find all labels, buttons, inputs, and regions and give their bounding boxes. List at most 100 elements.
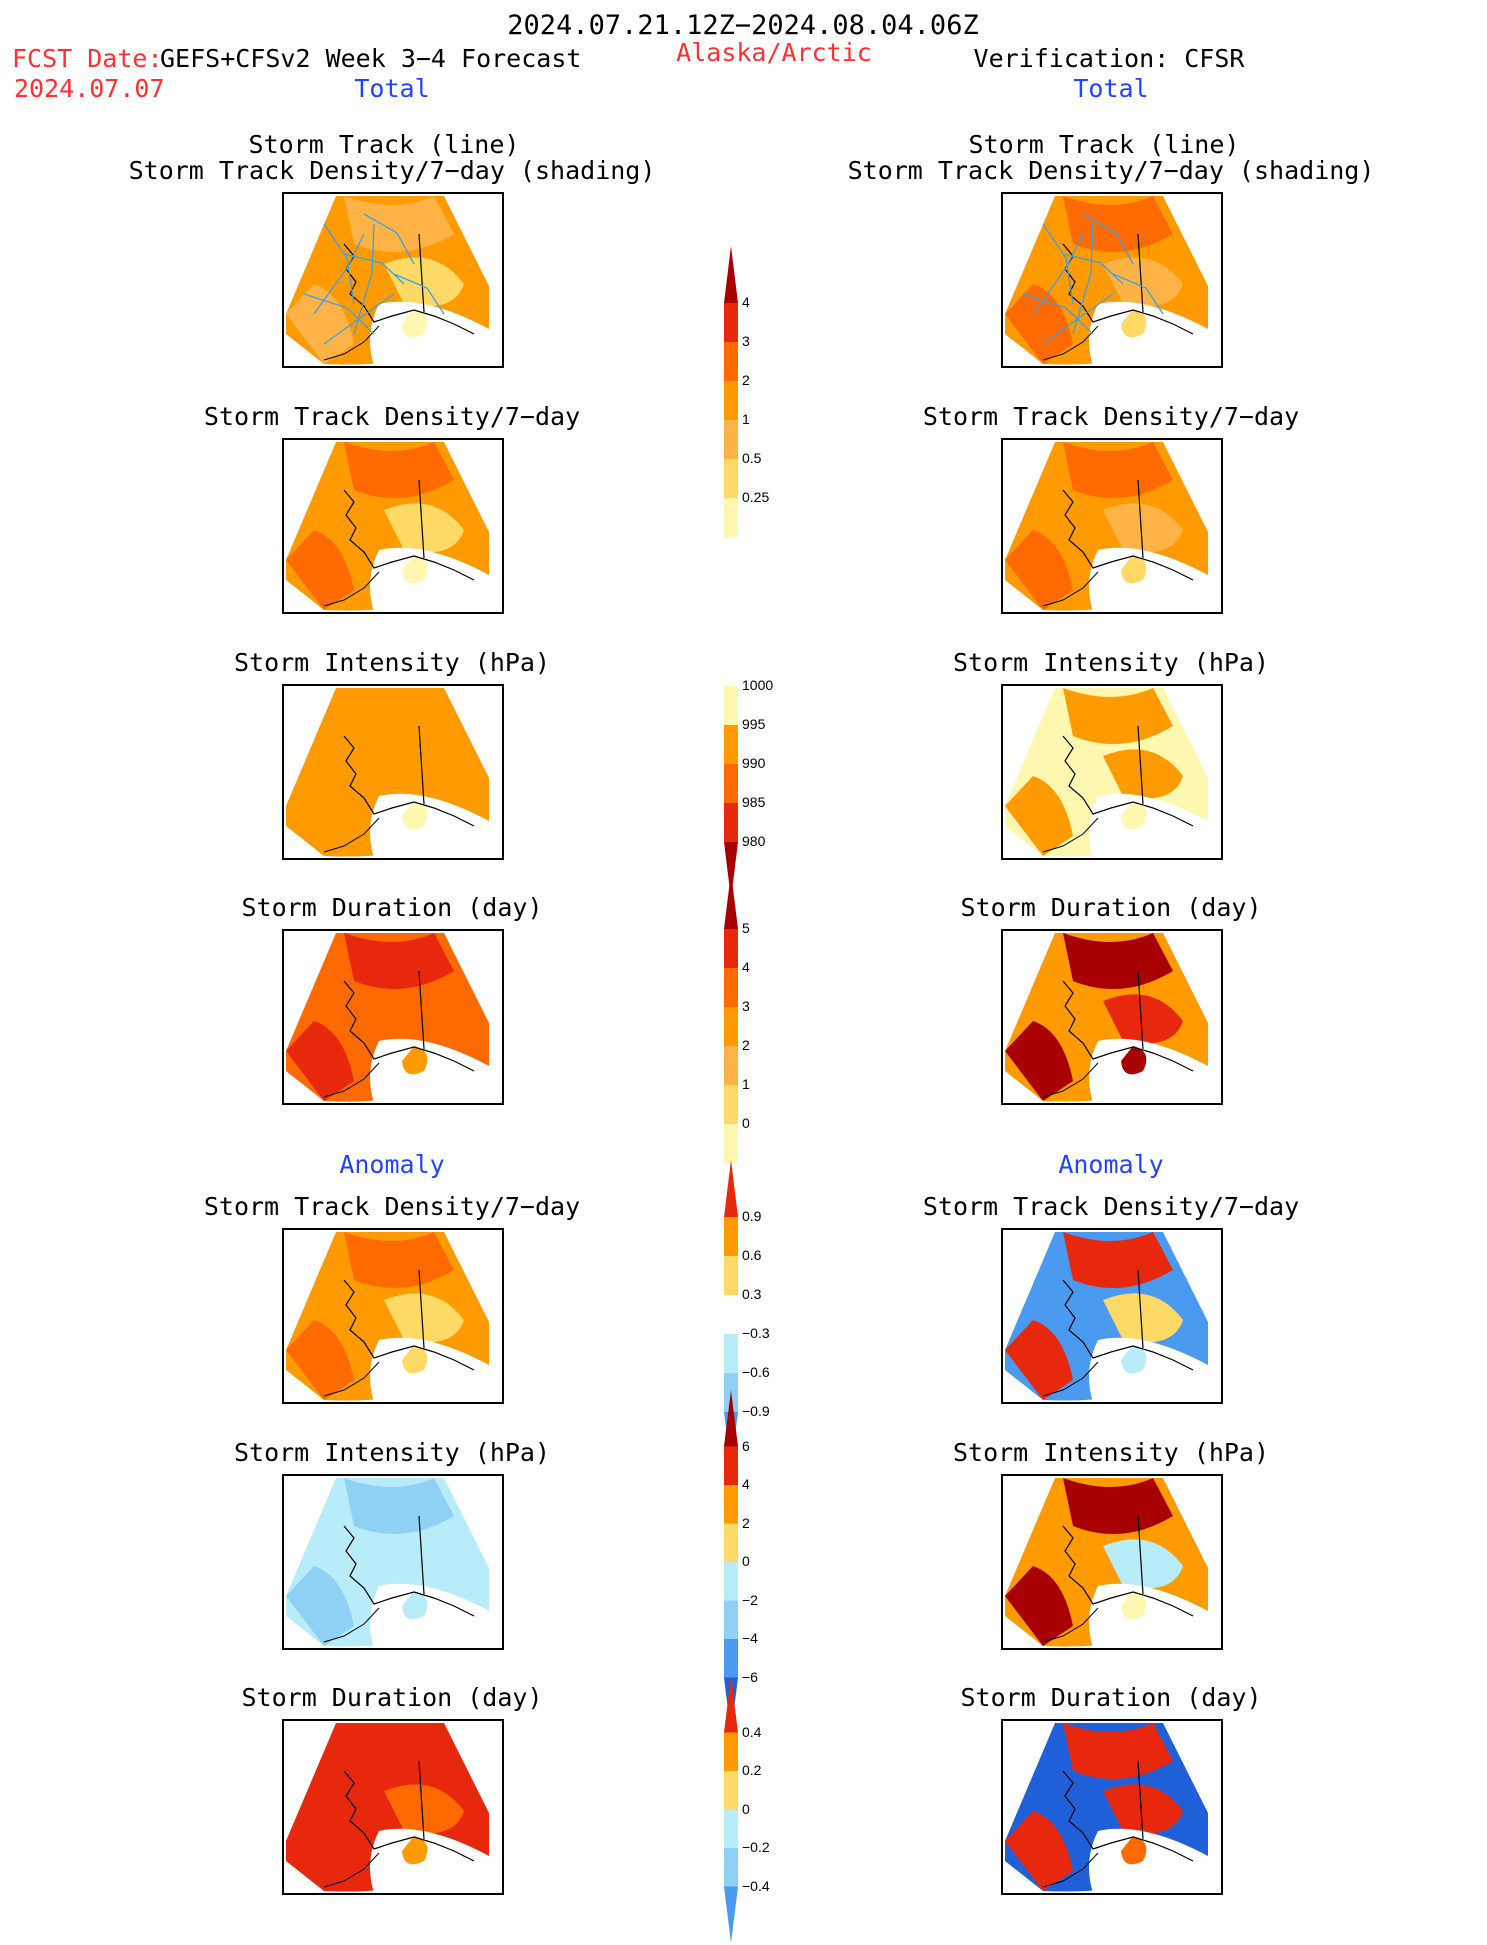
field-gulf [1089, 1038, 1208, 1103]
field-north [344, 1723, 454, 1779]
map-canvas [1005, 442, 1208, 612]
coastline [343, 1770, 475, 1862]
storm-track [363, 213, 415, 265]
colorbar-swatch [724, 872, 738, 929]
coastline [343, 980, 475, 1072]
field-patch [1121, 555, 1147, 584]
map-duration-anom-verification [1001, 1719, 1223, 1895]
fcst-date-value: 2024.07.07 [14, 74, 165, 103]
field-southwest [286, 1021, 354, 1101]
coastline [343, 1525, 475, 1617]
anomaly-label-right: Anomaly [1058, 1150, 1164, 1179]
verification-label: Verification: CFSR [973, 44, 1245, 73]
map-canvas [1005, 1723, 1208, 1893]
border-line [418, 479, 425, 559]
colorbar-swatch [724, 1390, 738, 1447]
field-north [1063, 933, 1173, 989]
field-north [344, 442, 454, 498]
aleutians [323, 1361, 380, 1397]
map-canvas [286, 1478, 489, 1648]
colorbar-tick-label: 2 [742, 372, 750, 388]
colorbar-swatch [724, 1446, 738, 1485]
colorbar-tick-label: −0.9 [742, 1403, 770, 1419]
title-track-shading-left: Storm Track Density/7−day (shading) [128, 156, 656, 185]
field-east [1103, 503, 1183, 553]
storm-track [323, 293, 395, 345]
storm-track [1112, 273, 1164, 315]
field-patch [1121, 1591, 1147, 1620]
colorbar-tick-label: −0.3 [742, 1325, 770, 1341]
border-line [1137, 1515, 1144, 1595]
colorbar-swatch [724, 686, 738, 725]
storm-tracks [303, 213, 445, 345]
title-intensity-right: Storm Intensity (hPa) [952, 648, 1270, 677]
colorbar-swatch [724, 1046, 738, 1085]
colorbar-swatch [724, 1256, 738, 1295]
field-east [1103, 1293, 1183, 1343]
field-patch [402, 1591, 428, 1620]
colorbar-tick-label: 3 [742, 333, 750, 349]
border-line [1137, 479, 1144, 559]
colorbar-swatch [724, 246, 738, 303]
map-density-anom-verification [1001, 1228, 1223, 1404]
forecast-model-label: GEFS+CFSv2 Week 3−4 Forecast [160, 44, 582, 73]
field-patch [1121, 1345, 1147, 1374]
field-gulf [370, 1583, 489, 1648]
field-patch [402, 1836, 428, 1865]
field-east [1103, 257, 1183, 307]
title-duration-anom-right: Storm Duration (day) [960, 1683, 1262, 1712]
colorbar-tick-label: −2 [742, 1591, 758, 1608]
aleutians [1042, 1607, 1099, 1643]
colorbar-swatch [724, 381, 738, 420]
colorbar-tick-label: 5 [742, 920, 750, 936]
colorbar-tick-label: 985 [742, 794, 766, 810]
colorbar-tick-label: 990 [742, 755, 766, 771]
field-patch [1121, 309, 1147, 338]
storm-track [393, 273, 445, 315]
field-gulf [370, 301, 489, 366]
coastline [343, 1279, 475, 1371]
colorbar-swatch [724, 1639, 738, 1678]
aleutians [323, 1062, 380, 1098]
storm-tracks [1022, 213, 1164, 345]
border-line [418, 725, 425, 805]
aleutians [1042, 1062, 1099, 1098]
coastline [1062, 1279, 1194, 1371]
colorbar-swatch [724, 647, 738, 686]
map-duration-forecast [282, 929, 504, 1105]
field-gulf [370, 793, 489, 858]
map-duration-anom-forecast [282, 1719, 504, 1895]
field-gulf [370, 547, 489, 612]
aleutians [323, 817, 380, 853]
title-track-line-right: Storm Track (line) [968, 130, 1240, 159]
colorbar-tick-label: 2 [742, 1037, 750, 1053]
map-canvas [1005, 688, 1208, 858]
title-duration-anom-left: Storm Duration (day) [241, 1683, 543, 1712]
field-north [1063, 442, 1173, 498]
colorbar-swatch [724, 842, 738, 899]
field-southwest [1005, 1811, 1073, 1891]
field-southwest [1005, 1021, 1073, 1101]
border-line [418, 970, 425, 1050]
colorbar-swatch [724, 537, 738, 576]
storm-track [303, 293, 375, 335]
field-north [1063, 1232, 1173, 1288]
map-duration-verification [1001, 929, 1223, 1105]
colorbar-tick-label: 0.2 [742, 1762, 762, 1778]
coastline [343, 489, 475, 581]
aleutians [1042, 1361, 1099, 1397]
title-density-anom-right: Storm Track Density/7−day [922, 1192, 1300, 1221]
colorbar-swatch [724, 1160, 738, 1217]
title-intensity-left: Storm Intensity (hPa) [233, 648, 551, 677]
field-southwest [1005, 530, 1073, 610]
map-intensity-anom-verification [1001, 1474, 1223, 1650]
border-line [1137, 970, 1144, 1050]
colorbar-tick-label: 0.9 [742, 1208, 762, 1224]
aleutians [1042, 571, 1099, 607]
field-southwest [1005, 776, 1073, 856]
field-southwest [286, 1320, 354, 1400]
total-label-left: Total [354, 74, 430, 103]
map-canvas [286, 1232, 489, 1402]
field-north [344, 688, 454, 744]
region-label: Alaska/Arctic [676, 38, 872, 67]
